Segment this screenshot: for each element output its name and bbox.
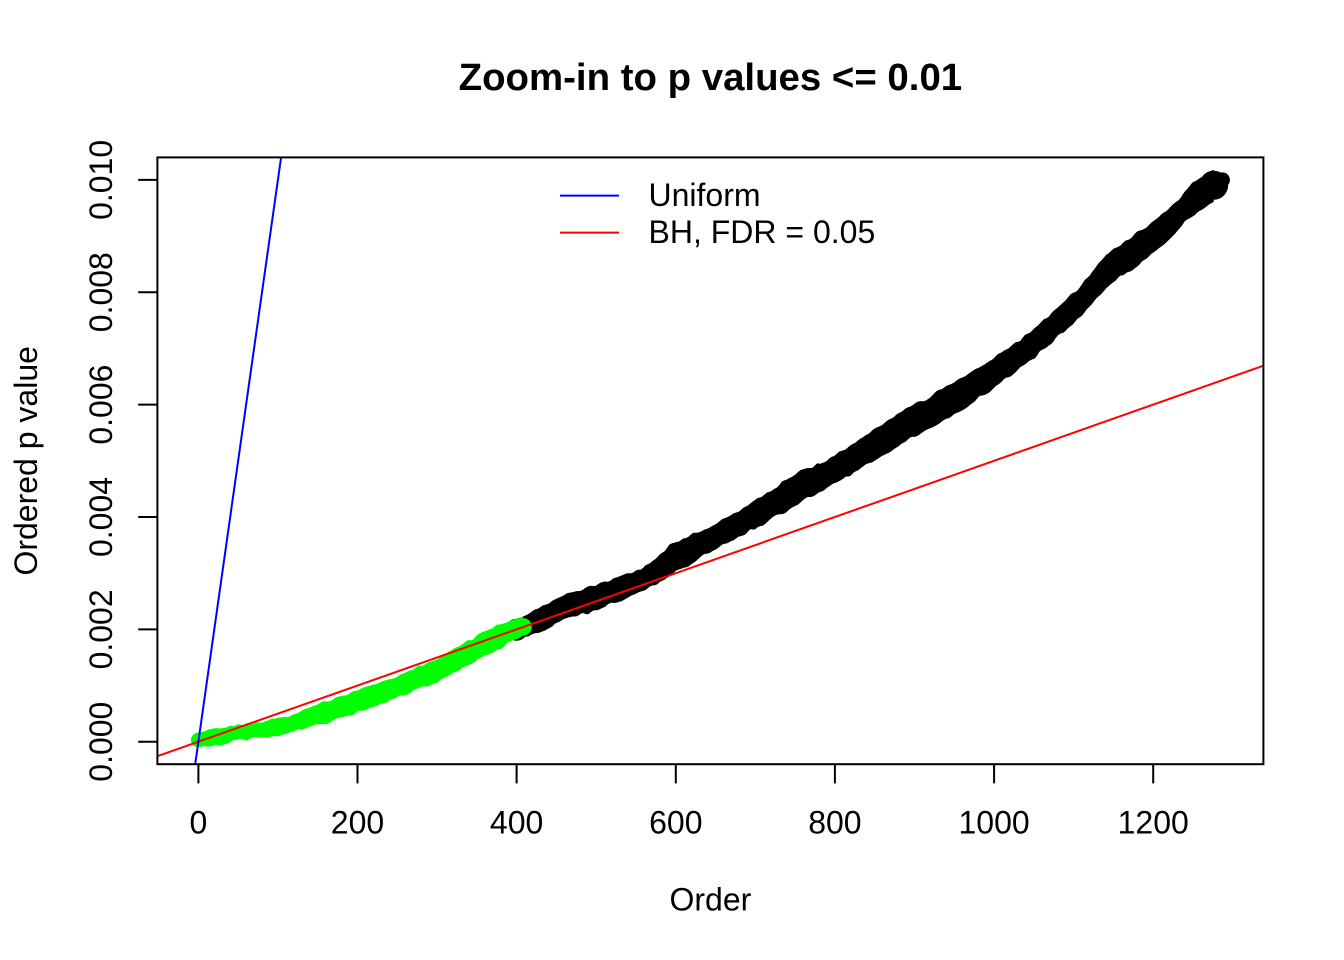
svg-text:0.006: 0.006 [83,365,119,445]
svg-text:Order: Order [670,882,752,918]
svg-text:0.002: 0.002 [83,589,119,669]
svg-text:600: 600 [649,805,702,841]
svg-text:1200: 1200 [1118,805,1189,841]
svg-text:200: 200 [331,805,384,841]
svg-text:0: 0 [190,805,208,841]
svg-text:800: 800 [808,805,861,841]
svg-text:1000: 1000 [959,805,1030,841]
svg-text:0.010: 0.010 [83,140,119,220]
svg-text:0.008: 0.008 [83,252,119,332]
svg-text:400: 400 [490,805,543,841]
svg-text:Ordered p value: Ordered p value [8,346,44,575]
svg-text:Zoom-in to p values <= 0.01: Zoom-in to p values <= 0.01 [459,56,962,99]
svg-text:Uniform: Uniform [649,177,761,213]
svg-text:0.004: 0.004 [83,477,119,557]
svg-text:0.000: 0.000 [83,702,119,782]
svg-text:BH, FDR = 0.05: BH, FDR = 0.05 [649,214,876,250]
